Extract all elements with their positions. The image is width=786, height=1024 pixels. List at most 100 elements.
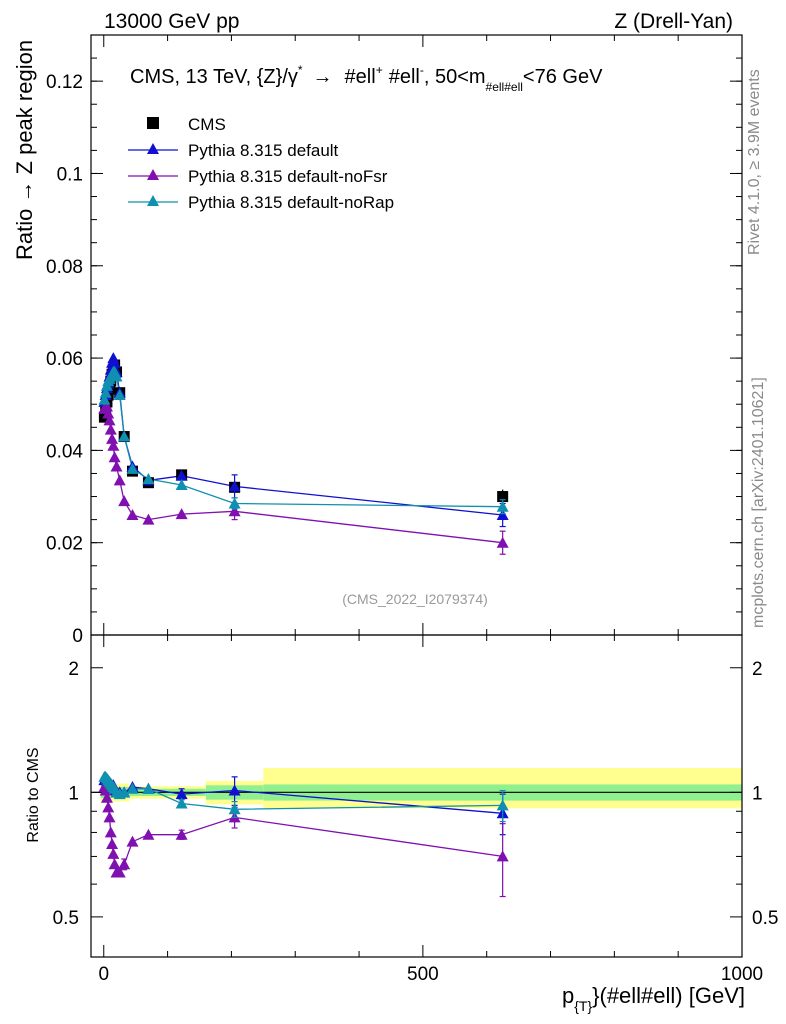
- title-msub: #ell#ell: [486, 80, 523, 94]
- pythia-8-315-default-nofsr-ratio-point: [142, 828, 155, 840]
- pythia-8-315-default-norap-ratio-point: [118, 786, 131, 798]
- pythia-8-315-default-norap-point: [496, 500, 509, 512]
- legend-norap-marker: [147, 195, 159, 206]
- y-tick-label: 0.12: [46, 72, 83, 93]
- pythia-8-315-default-point: [108, 356, 121, 368]
- y-tick-label: 0.06: [46, 349, 83, 370]
- pythia-8-315-default-norap-point: [98, 393, 111, 405]
- pythia-8-315-default-nofsr-ratio-point: [99, 784, 112, 796]
- pythia-8-315-default-nofsr-point: [113, 474, 126, 486]
- pythia-8-315-default-nofsr-ratio-point: [104, 826, 117, 838]
- pythia-8-315-default-nofsr-point: [107, 439, 120, 451]
- pythia-8-315-default-nofsr-ratio-point: [496, 850, 509, 862]
- pythia-8-315-default-nofsr-ratio-point: [107, 847, 120, 859]
- header-right: Z (Drell-Yan): [614, 10, 733, 33]
- pythia-8-315-default-norap-point: [142, 473, 155, 484]
- x-axis-label: p{T}}(#ell#ell) [GeV]: [562, 983, 745, 1014]
- title-arrow: →: [313, 66, 333, 88]
- main-y-axis: 0 0.02 0.04 0.06 0.08 0.1 0.12: [46, 34, 742, 647]
- ratio-tick-label: 0.5: [53, 908, 79, 929]
- pythia-8-315-default-norap-point: [99, 386, 112, 398]
- pythia-8-315-default-nofsr-point: [108, 451, 121, 463]
- pythia-8-315-default-ratio-point: [228, 784, 241, 796]
- title-ell1: #ell: [345, 66, 376, 88]
- title-star: *: [298, 63, 303, 77]
- x-label-sub: {T}: [574, 998, 592, 1014]
- legend-nofsr-marker: [147, 169, 159, 180]
- main-x-axis: [103, 35, 743, 635]
- ratio-tick-label-right: 2: [752, 659, 763, 680]
- legend-cms-marker: [147, 117, 159, 129]
- pythia-8-315-default-norap-point: [110, 370, 123, 382]
- main-frame: [90, 34, 743, 636]
- pythia-8-315-default-nofsr-point: [126, 509, 139, 520]
- pythia-8-315-default-nofsr-point: [110, 460, 123, 472]
- pythia-8-315-default-nofsr-point: [496, 536, 509, 548]
- main-panel: 0 0.02 0.04 0.06 0.08 0.1 0.12 CMS, 13 TeV, {Z…: [46, 34, 743, 647]
- ratio-tick-label: 2: [68, 659, 79, 680]
- pythia-8-315-default-norap-ratio-point: [175, 797, 188, 809]
- pythia-8-315-default-nofsr-ratio-point: [102, 801, 115, 813]
- ratio-x-axis: 0 500 1000: [98, 635, 763, 985]
- pythia-8-315-default-nofsr-ratio-point: [118, 858, 131, 870]
- pythia-8-315-default-norap-point: [113, 389, 126, 400]
- pythia-8-315-default-norap-point: [126, 462, 139, 474]
- ratio-tick-label-right: 1: [752, 783, 763, 804]
- header-left: 13000 GeV pp: [104, 10, 239, 33]
- pythia-8-315-default-nofsr-point: [175, 508, 188, 520]
- uncertainty-bands: [100, 767, 742, 809]
- pythia-8-315-default-point: [228, 480, 241, 492]
- pythia-8-315-default-point: [496, 509, 509, 520]
- pythia-8-315-default-nofsr-ratio-point: [100, 791, 113, 803]
- pythia-8-315-default-nofsr-point: [103, 414, 116, 426]
- x-label-rest: }(#ell#ell) [GeV]: [592, 983, 745, 1008]
- chart-title: CMS, 13 TeV, {Z}/γ* → #ell+ #ell-, 50<m#ell…: [130, 63, 603, 94]
- legend-norap-label: Pythia 8.315 default-noRap: [188, 193, 394, 212]
- pythia-8-315-default-nofsr-point: [102, 407, 115, 419]
- x-tick-label: 500: [407, 964, 439, 985]
- y-axis-label: Ratio → Z peak region: [12, 40, 37, 260]
- pythia-8-315-default-norap-point: [228, 497, 241, 509]
- pythia-8-315-default-nofsr-point: [118, 495, 131, 507]
- title-ell2: #ell: [389, 66, 420, 88]
- y-tick-label: 0.04: [46, 441, 83, 462]
- pythia-8-315-default-norap-ratio-point: [228, 803, 241, 815]
- pythia-8-315-default-norap-ratio-point: [126, 782, 139, 794]
- title-mpre: , 50<m: [424, 66, 486, 88]
- main-data-points: [98, 352, 509, 555]
- pythia-8-315-default-nofsr-point: [142, 513, 155, 525]
- x-label-p: p: [562, 983, 574, 1008]
- pythia-8-315-default-nofsr-ratio-point: [175, 828, 188, 840]
- pythia-8-315-default-nofsr-ratio-point: [106, 838, 119, 850]
- title-mpost: <76 GeV: [523, 66, 603, 88]
- legend: CMS Pythia 8.315 default Pythia 8.315 de…: [128, 115, 394, 212]
- ratio-data-points: [98, 770, 509, 898]
- pythia-8-315-default-nofsr-ratio-point: [126, 835, 139, 847]
- ratio-frame: [90, 634, 743, 958]
- rivet-info: Rivet 4.1.0, ≥ 3.9M events: [746, 69, 763, 255]
- pythia-8-315-default-ratio-point: [175, 788, 188, 800]
- legend-cms-label: CMS: [188, 115, 226, 134]
- pythia-8-315-default-nofsr-ratio-point: [113, 866, 126, 878]
- pythia-8-315-default-nofsr-ratio-point: [108, 858, 121, 870]
- pythia-8-315-default-norap-point: [175, 479, 188, 490]
- title-minus: -: [420, 63, 424, 77]
- pythia-8-315-default-norap-ratio-point: [142, 782, 155, 794]
- ratio-tick-label-right: 0.5: [752, 908, 778, 929]
- y-tick-label: 0: [72, 626, 83, 647]
- pythia-8-315-default-point: [175, 469, 188, 481]
- legend-nofsr-label: Pythia 8.315 default-noFsr: [188, 167, 388, 186]
- pythia-8-315-default-norap-point: [118, 430, 131, 442]
- pythia-8-315-default-norap-ratio-point: [496, 799, 509, 811]
- pythia-8-315-default-nofsr-point: [104, 423, 117, 435]
- title-plus: +: [376, 63, 383, 77]
- analysis-tag: (CMS_2022_I2079374): [342, 591, 488, 607]
- x-tick-label: 1000: [721, 964, 763, 985]
- ratio-y-axis-label: Ratio to CMS: [25, 747, 42, 842]
- pythia-8-315-default-nofsr-point: [106, 432, 119, 444]
- cms-data-point: [497, 491, 509, 503]
- legend-default-label: Pythia 8.315 default: [188, 141, 339, 160]
- y-tick-label: 0.08: [46, 257, 83, 278]
- y-tick-label: 0.02: [46, 534, 83, 555]
